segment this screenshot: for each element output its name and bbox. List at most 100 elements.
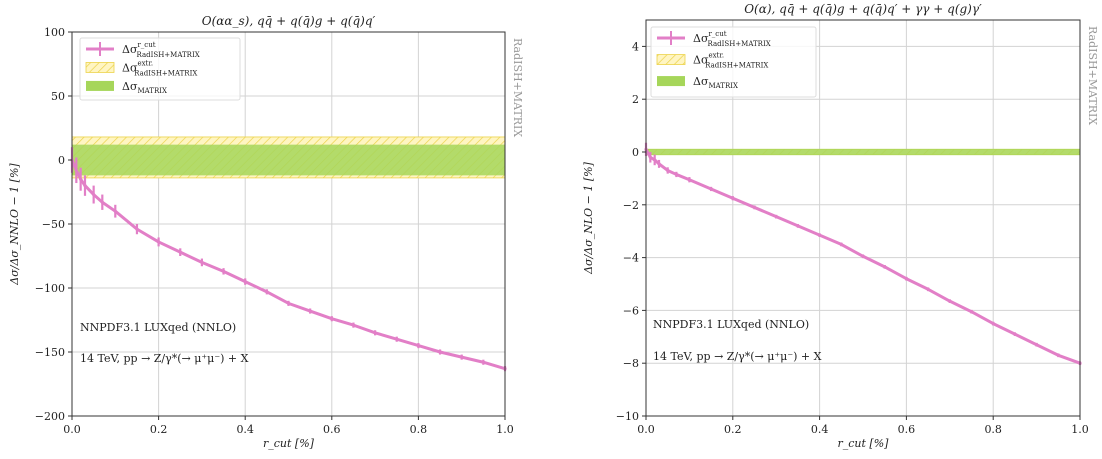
radish-point (948, 299, 952, 303)
side-label: RadISH+MATRIX (1086, 26, 1099, 125)
radish-point (657, 162, 661, 166)
x-tick-label: 0.2 (150, 423, 168, 436)
radish-point (308, 309, 312, 313)
x-tick-label: 0.6 (323, 423, 341, 436)
legend-entry-label: Δσextr. RadISH+MATRIX (693, 52, 768, 70)
legend-box (650, 26, 817, 98)
y-tick-label: −150 (35, 346, 65, 359)
radish-point (674, 172, 678, 177)
radish-point (265, 290, 269, 294)
radish-point (395, 337, 399, 341)
radish-point (653, 158, 657, 162)
radish-point (481, 360, 485, 364)
x-tick-label: 0.2 (724, 423, 742, 436)
y-tick-label: −50 (42, 218, 65, 231)
x-tick-label: 0.0 (637, 423, 655, 436)
radish-point (286, 301, 291, 305)
x-tick-label: 0.4 (811, 423, 829, 436)
legend-entry-label: Δσr_cut RadISH+MATRIX (122, 41, 200, 59)
radish-point (904, 277, 909, 281)
left-chart-panel: 0.0 0.2 0.4 0.6 0.8 1.0 100 50 0 −50 −100 −150 −200 O… (8, 14, 524, 450)
radish-point (438, 350, 442, 354)
legend-swatch-hatched (656, 54, 686, 65)
legend-swatch-band (657, 76, 685, 87)
radish-point (416, 344, 420, 348)
annotation-text: 14 TeV, pp → Z/γ*(→ μ⁺μ⁻) + X (653, 350, 822, 363)
radish-point (731, 196, 735, 200)
y-tick-label: 2 (632, 93, 639, 106)
chart-title: O(α), qq̄ + q(q̄)g + q(q̄)q′ + γγ + q(g)… (744, 2, 982, 16)
radish-point (687, 178, 692, 182)
radish-point (1013, 332, 1017, 336)
radish-point (135, 227, 139, 231)
radish-point (926, 287, 930, 291)
x-tick-label: 0.4 (236, 423, 254, 436)
y-tick-label: 100 (44, 26, 65, 39)
radish-point (79, 177, 83, 181)
radish-point (991, 322, 995, 326)
radish-point (774, 215, 778, 219)
y-axis-label: Δσ/Δσ_NLO − 1 [%] (582, 161, 595, 275)
radish-point (666, 168, 670, 173)
annotation-text: 14 TeV, pp → Z/γ*(→ μ⁺μ⁻) + X (80, 352, 249, 365)
annotation-text: NNPDF3.1 LUXqed (NNLO) (80, 321, 236, 334)
radish-point (100, 200, 104, 204)
radish-point (373, 331, 377, 335)
radish-point (839, 242, 843, 246)
radish-point (1035, 343, 1039, 347)
radish-point (351, 323, 356, 327)
plot-frame (645, 19, 1081, 417)
radish-point (83, 184, 87, 188)
radish-point (200, 260, 204, 264)
y-tick-label: 50 (51, 90, 65, 103)
legend-swatch-hatched (85, 62, 115, 73)
radish-point (330, 317, 334, 321)
radish-point (113, 209, 117, 213)
x-tick-label: 0.8 (410, 423, 428, 436)
x-tick-label: 0.6 (898, 423, 916, 436)
y-tick-label: −2 (623, 199, 639, 212)
legend-swatch-band (86, 80, 114, 91)
radish-point (460, 355, 464, 359)
radish-series-line (70, 159, 506, 371)
matrix-band (72, 144, 505, 176)
legend-entry-label: ΔσMATRIX (122, 80, 167, 95)
radish-point (648, 155, 652, 159)
y-tick-label: −100 (35, 282, 65, 295)
x-axis-label: r_cut [%] (838, 437, 890, 450)
radish-point (243, 280, 247, 284)
y-axis-label: Δσ/Δσ_NNLO − 1 [%] (8, 163, 21, 286)
chart-title: O(αα_s), qq̄ + q(q̄)g + q(q̄)q′ (202, 14, 376, 28)
radish-point (709, 187, 713, 191)
legend-box (79, 37, 241, 101)
y-tick-label: 4 (632, 40, 639, 53)
annotation-text: NNPDF3.1 LUXqed (NNLO) (653, 318, 809, 331)
radish-point (796, 224, 800, 228)
radish-point (92, 192, 96, 197)
x-axis-label: r_cut [%] (263, 437, 315, 450)
radish-point (157, 240, 161, 244)
y-tick-label: −10 (616, 410, 639, 423)
radish-point (752, 205, 757, 210)
x-tick-label: 1.0 (496, 423, 514, 436)
x-tick-label: 0.0 (63, 423, 81, 436)
y-tick-label: −8 (623, 357, 639, 370)
radish-point (818, 233, 822, 237)
side-label: RadISH+MATRIX (511, 38, 524, 137)
radish-point (969, 310, 974, 314)
radish-point (1056, 353, 1060, 357)
y-tick-label: −200 (35, 410, 65, 423)
radish-point (221, 269, 226, 273)
legend-entry-label: Δσr_cut RadISH+MATRIX (693, 30, 771, 48)
legend-entry-label: ΔσMATRIX (693, 75, 738, 90)
radish-point (861, 254, 865, 258)
y-tick-label: −6 (623, 304, 639, 317)
legend-entry-label: Δσextr. RadISH+MATRIX (122, 59, 197, 77)
radish-point (883, 265, 887, 269)
y-tick-label: 0 (632, 146, 639, 159)
y-tick-label: −4 (623, 252, 639, 265)
x-tick-label: 0.8 (984, 423, 1002, 436)
radish-point (178, 250, 182, 254)
x-tick-label: 1.0 (1071, 423, 1089, 436)
